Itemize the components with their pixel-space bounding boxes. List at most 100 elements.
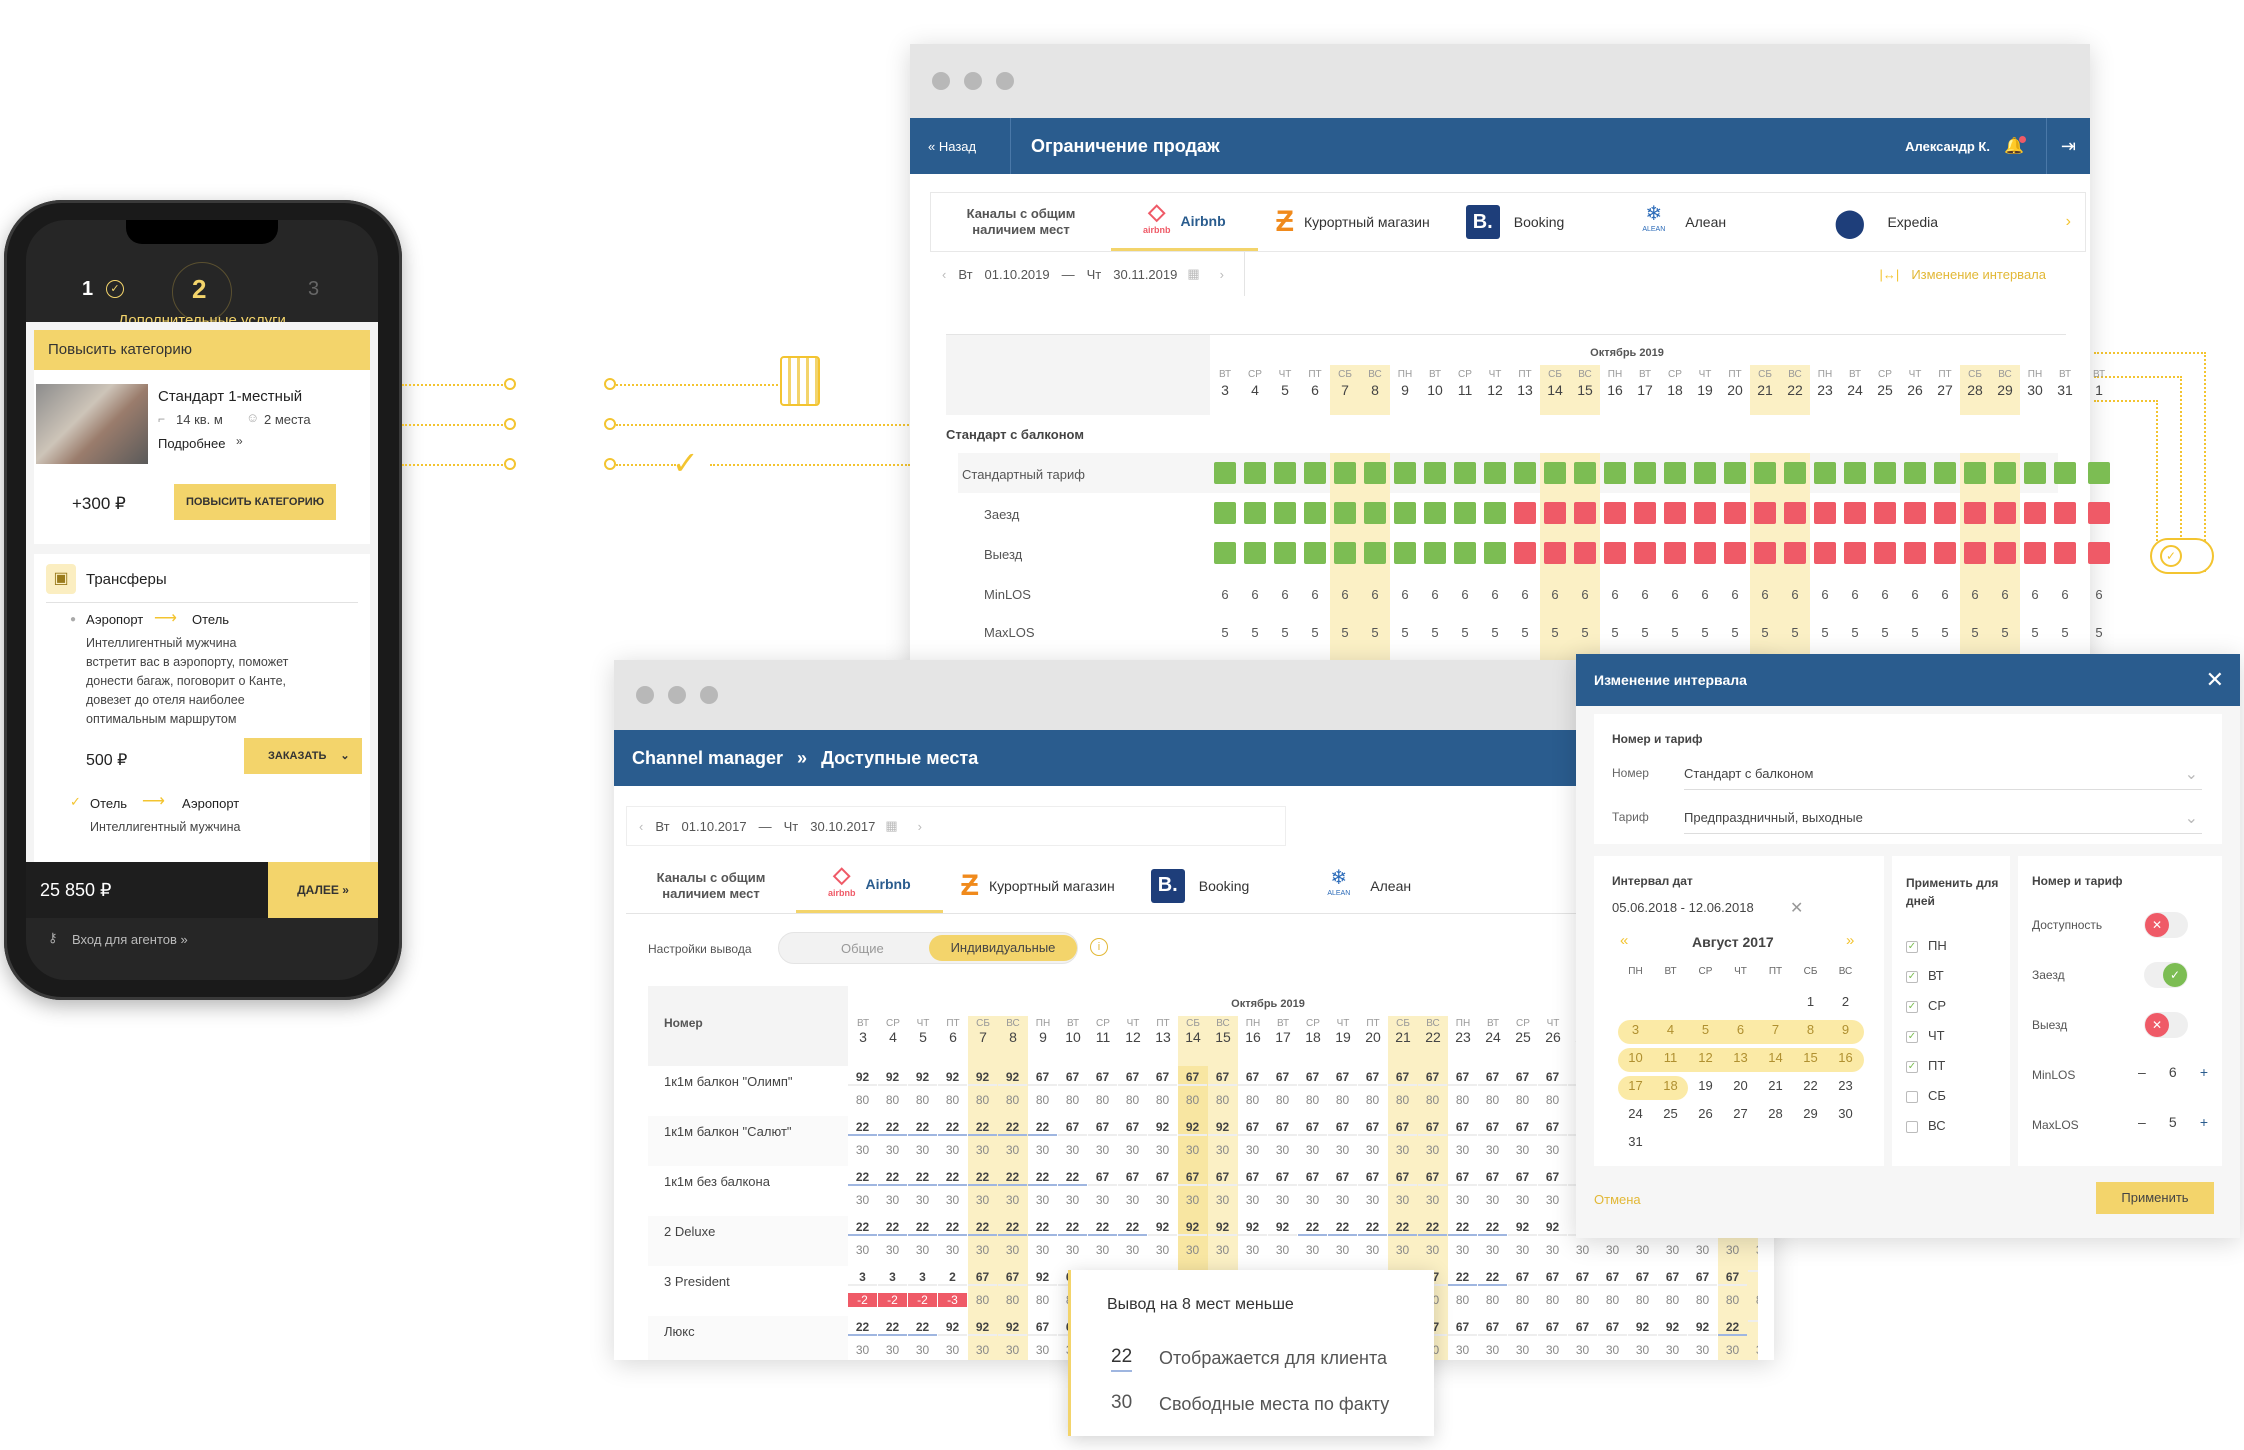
available-top: 67 [1298, 1170, 1327, 1186]
tab-alean[interactable]: ❄ ALEAN Алеан [1582, 193, 1744, 251]
checkbox[interactable] [1906, 1120, 1918, 1133]
more-link[interactable]: Подробнее [158, 436, 226, 451]
day-checkbox-row[interactable]: ✓ ЧТ [1906, 1028, 2006, 1044]
cancel-button[interactable]: Отмена [1594, 1192, 1641, 1207]
available-bottom: 30 [1215, 1143, 1230, 1157]
day-name: ЧТ [1908, 369, 1922, 380]
close-icon[interactable]: ✕ [2205, 667, 2224, 692]
checkbox-checked[interactable]: ✓ [1906, 1030, 1918, 1043]
day-number: 18 [1667, 382, 1683, 398]
available-top: 67 [1328, 1120, 1357, 1136]
day-header: ПТ 6 [1300, 365, 1330, 415]
chevron-right-icon[interactable]: › [1219, 266, 1224, 282]
calendar-icon[interactable]: ▦ [885, 818, 898, 833]
room-tariff-label: Номер и тариф [2032, 874, 2123, 888]
tab-booking[interactable]: B. Booking [1448, 193, 1583, 251]
rate-cell [1904, 462, 1926, 484]
available-bottom: 30 [1095, 1243, 1110, 1257]
tab-airbnb[interactable]: ◇ airbnb Airbnb [1111, 193, 1258, 251]
day-number: 19 [1697, 382, 1713, 398]
tab-resort-shop[interactable]: Ƶ Курортный магазин [1258, 193, 1448, 251]
output-switch[interactable]: Общие Индивидуальные [778, 932, 1078, 964]
clear-icon[interactable]: ✕ [1790, 900, 1804, 917]
logout-icon[interactable]: ⇥ [2060, 135, 2076, 156]
chevron-left-icon[interactable]: ‹ [942, 266, 947, 282]
checkbox-checked[interactable]: ✓ [1906, 940, 1918, 953]
minus-icon[interactable]: – [2138, 1114, 2146, 1130]
back-link[interactable]: « Назад [928, 138, 977, 154]
checkin-cell [2088, 502, 2110, 524]
maxlos-stepper[interactable]: – 5 + [2138, 1114, 2208, 1130]
tab-resort-shop[interactable]: Ƶ Курортный магазин [943, 858, 1133, 913]
seg-individual[interactable]: Индивидуальные [929, 935, 1077, 961]
checkout-toggle[interactable]: ✕ [2144, 1012, 2188, 1038]
divider [1244, 252, 1245, 296]
route1-desc-line: встретит вас в аэропорту, поможет [86, 655, 289, 669]
day-checkbox-row[interactable]: ✓ ПН [1906, 938, 2006, 954]
apply-button[interactable]: Применить [2096, 1182, 2214, 1214]
day-checkbox-row[interactable]: ✓ ПТ [1906, 1058, 2006, 1074]
date-from[interactable]: 01.10.2017 [681, 818, 747, 834]
available-top: 22 [1478, 1270, 1507, 1286]
date-to[interactable]: 30.11.2019 [1113, 266, 1178, 282]
plus-icon[interactable]: + [2199, 1064, 2208, 1080]
calendar-icon[interactable]: ▦ [1187, 266, 1200, 281]
tab-expedia[interactable]: ⬤ Expedia [1744, 193, 1956, 251]
day-header: ПТ 13 [1148, 1016, 1178, 1066]
maxlos-value: 5 [1611, 625, 1619, 640]
day-checkbox-row[interactable]: ✓ ВТ [1906, 968, 2006, 984]
rate-cell [2024, 462, 2046, 484]
checkin-cell [1964, 502, 1986, 524]
plus-icon[interactable]: + [2199, 1114, 2208, 1130]
day-header: ВТ 24 [1478, 1016, 1508, 1066]
cal-prev[interactable]: « [1620, 932, 1629, 949]
available-bottom: 30 [1035, 1193, 1050, 1207]
agents-link[interactable]: Вход для агентов » [72, 932, 188, 947]
tab-airbnb[interactable]: ◇ airbnb Airbnb [796, 858, 943, 913]
available-bottom: 30 [915, 1343, 930, 1357]
chevron-right-icon[interactable]: › [917, 818, 922, 834]
dates-value[interactable]: 05.06.2018 - 12.06.2018 [1612, 900, 1754, 915]
upgrade-button[interactable]: ПОВЫСИТЬ КАТЕГОРИЮ [174, 484, 336, 520]
available-bottom: 30 [1605, 1343, 1620, 1357]
tab-booking[interactable]: B. Booking [1133, 858, 1268, 913]
tariff-select[interactable]: Предпраздничный, выходные ⌄ [1684, 802, 2202, 834]
divider [1010, 118, 1011, 174]
cal-next[interactable]: » [1846, 932, 1855, 949]
day-checkbox-row[interactable]: ВС [1906, 1118, 2006, 1134]
available-bottom: 30 [945, 1193, 960, 1207]
available-bottom: 80 [1455, 1093, 1470, 1107]
day-name: ПТ [1156, 1018, 1170, 1029]
next-button[interactable]: ДАЛЕЕ » [268, 862, 378, 918]
checkbox-checked[interactable]: ✓ [1906, 1000, 1918, 1013]
available-bottom: 30 [885, 1243, 900, 1257]
room-select[interactable]: Стандарт с балконом ⌄ [1684, 758, 2202, 790]
info-icon[interactable]: i [1090, 938, 1108, 956]
interval-link[interactable]: Изменение интервала [1911, 266, 2046, 282]
user-name[interactable]: Александр К. [1905, 138, 1990, 154]
tooltip-b-num: 30 [1111, 1392, 1133, 1413]
rate-cell [1364, 462, 1386, 484]
seg-general[interactable]: Общие [841, 941, 884, 956]
minus-icon[interactable]: – [2138, 1064, 2146, 1080]
minlos-stepper[interactable]: – 6 + [2138, 1064, 2208, 1080]
checkin-toggle[interactable]: ✓ [2144, 962, 2188, 988]
minlos-value: 6 [1701, 587, 1709, 602]
bell-icon[interactable]: 🔔 [2003, 136, 2026, 155]
chevron-right-icon[interactable]: › [2065, 213, 2071, 230]
date-from[interactable]: 01.10.2019 [984, 266, 1050, 282]
chevron-left-icon[interactable]: ‹ [639, 818, 644, 834]
order-button[interactable]: ЗАКАЗАТЬ ⌄ [244, 738, 362, 774]
day-checkbox-row[interactable]: СБ [1906, 1088, 2006, 1104]
availability-toggle[interactable]: ✕ [2144, 912, 2188, 938]
date-to[interactable]: 30.10.2017 [810, 818, 876, 834]
checkout-cell [1874, 542, 1896, 564]
checkbox-checked[interactable]: ✓ [1906, 970, 1918, 983]
available-top: 67 [1628, 1270, 1657, 1286]
tab-alean[interactable]: ❄ ALEAN Алеан [1267, 858, 1429, 913]
day-checkbox-row[interactable]: ✓ СР [1906, 998, 2006, 1014]
maxlos-value: 5 [2168, 1114, 2177, 1130]
checkbox[interactable] [1906, 1090, 1918, 1103]
checkbox-checked[interactable]: ✓ [1906, 1060, 1918, 1073]
breadcrumb-root[interactable]: Channel manager [632, 747, 784, 768]
